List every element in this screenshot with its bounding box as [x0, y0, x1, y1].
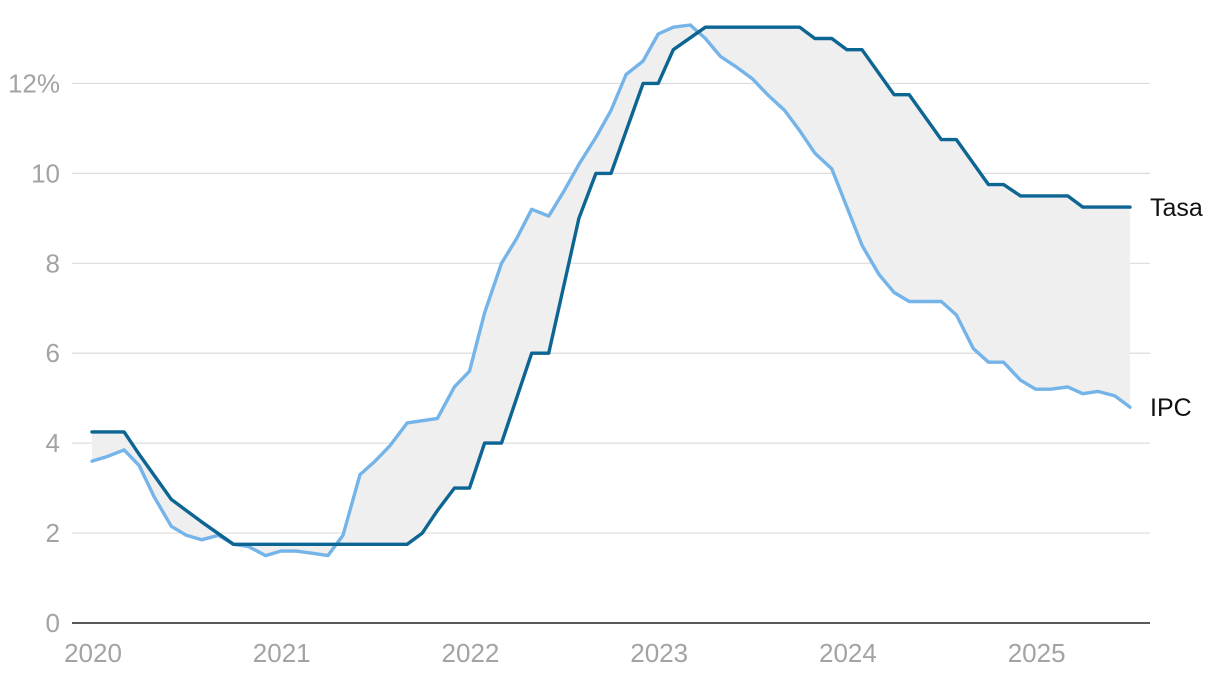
- x-tick-label: 2020: [64, 638, 122, 668]
- y-tick-label: 0: [46, 608, 60, 638]
- y-tick-label: 12%: [8, 68, 60, 98]
- x-tick-label: 2024: [819, 638, 877, 668]
- x-tick-label: 2021: [253, 638, 311, 668]
- x-axis-ticks: 2020 2021 2022 2023 2024 2025: [64, 638, 1065, 668]
- y-tick-label: 4: [46, 428, 60, 458]
- y-tick-label: 10: [31, 158, 60, 188]
- x-tick-label: 2022: [442, 638, 500, 668]
- series-line-ipc: [90, 23, 1132, 558]
- x-tick-label: 2025: [1008, 638, 1066, 668]
- series-line-tasa: [90, 25, 1132, 546]
- y-axis-ticks: 0 2 4 6 8 10 12%: [8, 68, 60, 638]
- gap-fill: [92, 25, 1130, 556]
- series-lines: [90, 23, 1132, 558]
- x-tick-label: 2023: [630, 638, 688, 668]
- series-labels: Tasa IPC: [1150, 194, 1203, 422]
- series-label-ipc: IPC: [1150, 394, 1192, 422]
- y-tick-label: 2: [46, 518, 60, 548]
- y-tick-label: 6: [46, 338, 60, 368]
- y-tick-label: 8: [46, 248, 60, 278]
- series-label-tasa: Tasa: [1150, 194, 1203, 222]
- gap-area: [92, 25, 1130, 556]
